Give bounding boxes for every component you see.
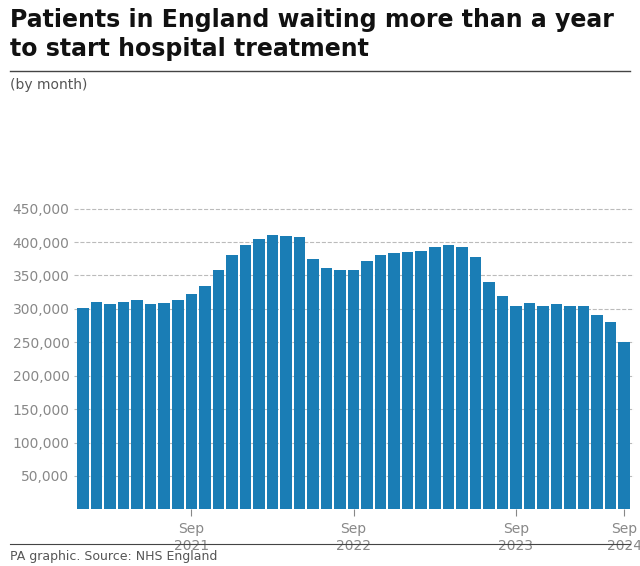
Text: PA graphic. Source: NHS England: PA graphic. Source: NHS England (10, 550, 217, 563)
Bar (226, 255, 237, 509)
Bar (159, 303, 170, 509)
Bar (280, 236, 292, 509)
Bar (321, 268, 332, 509)
Bar (456, 247, 468, 509)
Bar (442, 246, 454, 509)
Bar (375, 255, 387, 509)
Bar (118, 302, 129, 509)
Bar (524, 303, 535, 509)
Bar (294, 237, 305, 509)
Bar (172, 300, 184, 509)
Bar (348, 270, 359, 509)
Bar (91, 302, 102, 509)
Bar (537, 306, 548, 509)
Bar (470, 258, 481, 509)
Bar (591, 315, 603, 509)
Text: (by month): (by month) (10, 78, 87, 92)
Bar (551, 303, 563, 509)
Bar (199, 286, 211, 509)
Bar (253, 239, 265, 509)
Bar (429, 247, 440, 509)
Bar (334, 270, 346, 509)
Bar (239, 246, 251, 509)
Bar (131, 300, 143, 509)
Bar (104, 304, 116, 509)
Bar (483, 282, 495, 509)
Bar (267, 235, 278, 509)
Bar (186, 294, 197, 509)
Text: Patients in England waiting more than a year: Patients in England waiting more than a … (10, 8, 614, 32)
Bar (618, 342, 630, 509)
Bar (605, 321, 616, 509)
Bar (402, 252, 413, 509)
Bar (497, 295, 508, 509)
Bar (212, 270, 224, 509)
Bar (145, 303, 156, 509)
Bar (307, 259, 319, 509)
Bar (510, 306, 522, 509)
Bar (564, 306, 576, 509)
Text: to start hospital treatment: to start hospital treatment (10, 37, 369, 61)
Bar (362, 261, 373, 509)
Bar (388, 254, 400, 509)
Bar (415, 251, 427, 509)
Bar (77, 308, 89, 509)
Bar (578, 306, 589, 509)
